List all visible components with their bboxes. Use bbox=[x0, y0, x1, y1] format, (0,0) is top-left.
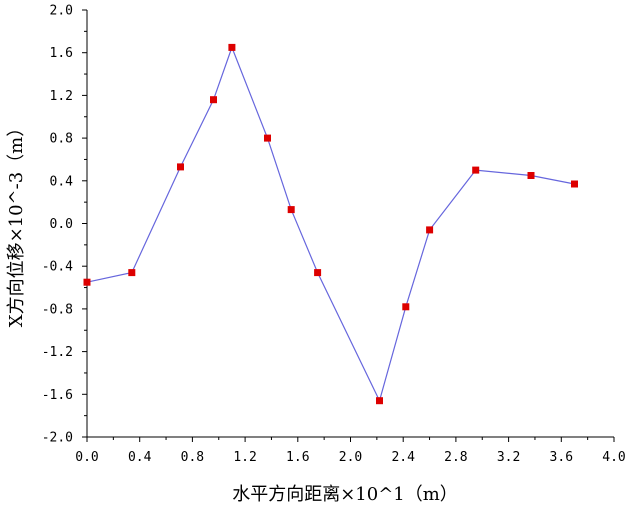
x-tick-label: 3.2 bbox=[497, 450, 520, 465]
data-point bbox=[376, 397, 383, 405]
data-point bbox=[287, 206, 295, 214]
x-tick-label: 2.4 bbox=[391, 450, 415, 465]
data-point bbox=[264, 134, 271, 142]
y-tick-label: 1.6 bbox=[50, 46, 73, 61]
data-point bbox=[210, 96, 217, 104]
axes bbox=[86, 10, 614, 438]
y-tick-label: 0.8 bbox=[50, 132, 73, 147]
x-tick-label: 4.0 bbox=[602, 450, 625, 465]
x-tick-label: 0.8 bbox=[181, 450, 204, 465]
y-tick-label: -0.4 bbox=[42, 260, 73, 275]
series-line bbox=[86, 45, 575, 403]
y-tick-label: 2.0 bbox=[50, 4, 73, 19]
x-tick-label: 3.6 bbox=[550, 450, 573, 465]
data-series bbox=[83, 43, 578, 405]
x-tick-label: 2.0 bbox=[339, 450, 362, 465]
data-point bbox=[402, 303, 410, 311]
y-tick-label: -0.8 bbox=[42, 302, 73, 317]
data-point bbox=[128, 269, 136, 277]
data-point bbox=[177, 163, 184, 171]
data-point bbox=[83, 278, 91, 286]
x-tick-label: 0.0 bbox=[75, 450, 98, 465]
y-tick-label: -1.6 bbox=[42, 388, 73, 403]
y-tick-label: 0.4 bbox=[50, 174, 74, 189]
x-axis-ticks: 0.0 0.4 0.8 1.2 1.6 2.0 2.4 2.8 3.2 3.6 4.0 bbox=[75, 437, 626, 465]
x-tick-label: 0.4 bbox=[128, 450, 152, 465]
y-tick-label: -2.0 bbox=[42, 431, 73, 446]
x-tick-label: 1.6 bbox=[286, 450, 309, 465]
y-tick-label: 0.0 bbox=[50, 217, 73, 232]
x-tick-label: 2.8 bbox=[444, 450, 467, 465]
x-axis-label: 水平方向距离×10^1（m） bbox=[232, 484, 458, 505]
data-point bbox=[426, 226, 434, 234]
y-tick-label: 1.2 bbox=[50, 89, 73, 104]
data-point bbox=[571, 180, 578, 188]
x-tick-label: 1.2 bbox=[233, 450, 256, 465]
y-axis-ticks: 2.0 1.6 1.2 0.8 0.4 0.0 -0.4 -0.8 -1.2 -1.6 -2.0 bbox=[42, 4, 87, 446]
data-point bbox=[472, 166, 480, 174]
data-point bbox=[228, 43, 236, 51]
data-point bbox=[527, 172, 535, 179]
y-axis-label: X方向位移×10^-3（m） bbox=[6, 119, 27, 328]
data-point bbox=[314, 269, 322, 277]
y-tick-label: -1.2 bbox=[42, 345, 73, 360]
